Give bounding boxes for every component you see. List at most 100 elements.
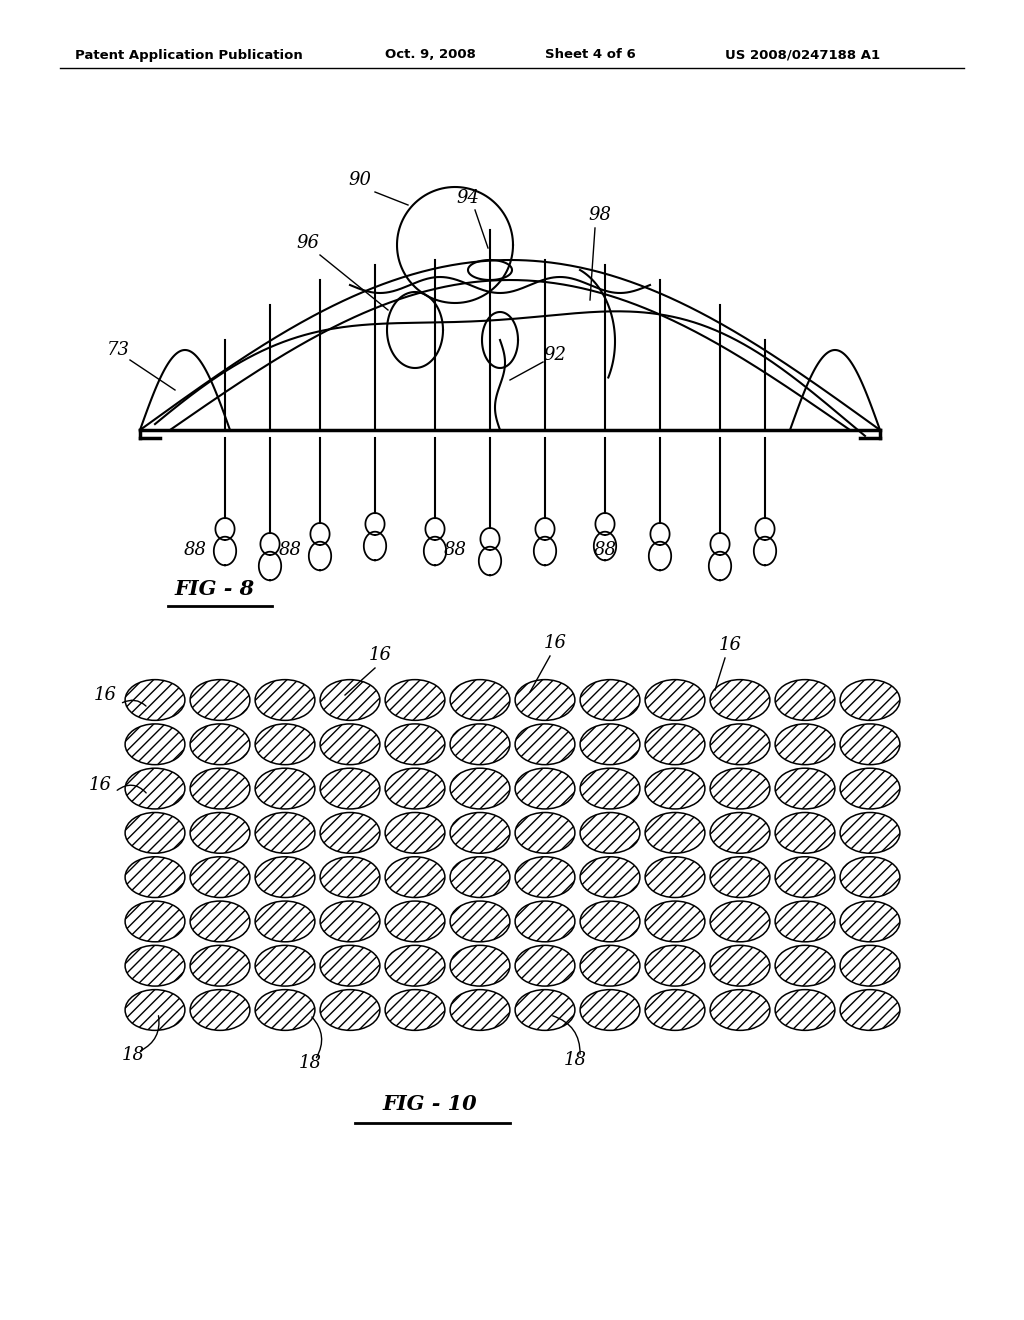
Ellipse shape xyxy=(775,990,835,1031)
Ellipse shape xyxy=(581,945,640,986)
Ellipse shape xyxy=(840,945,900,986)
Text: 18: 18 xyxy=(299,1053,322,1072)
Ellipse shape xyxy=(581,680,640,721)
Ellipse shape xyxy=(190,813,250,853)
Ellipse shape xyxy=(451,990,510,1031)
Ellipse shape xyxy=(710,857,770,898)
Ellipse shape xyxy=(840,680,900,721)
Ellipse shape xyxy=(515,680,574,721)
Text: 88: 88 xyxy=(279,541,301,558)
Ellipse shape xyxy=(321,857,380,898)
Ellipse shape xyxy=(710,813,770,853)
Text: 96: 96 xyxy=(297,234,319,252)
Text: 16: 16 xyxy=(369,645,391,664)
Ellipse shape xyxy=(775,768,835,809)
Ellipse shape xyxy=(255,680,315,721)
Ellipse shape xyxy=(645,723,705,764)
Text: 90: 90 xyxy=(348,172,372,189)
Ellipse shape xyxy=(125,990,185,1031)
Text: Sheet 4 of 6: Sheet 4 of 6 xyxy=(545,49,636,62)
Ellipse shape xyxy=(451,723,510,764)
Ellipse shape xyxy=(645,680,705,721)
Ellipse shape xyxy=(515,723,574,764)
Ellipse shape xyxy=(775,813,835,853)
Text: FIG - 8: FIG - 8 xyxy=(175,579,255,599)
Text: US 2008/0247188 A1: US 2008/0247188 A1 xyxy=(725,49,880,62)
Ellipse shape xyxy=(385,990,444,1031)
Ellipse shape xyxy=(385,857,444,898)
Text: 88: 88 xyxy=(594,541,616,558)
Ellipse shape xyxy=(321,902,380,941)
Ellipse shape xyxy=(451,813,510,853)
Ellipse shape xyxy=(255,813,315,853)
Ellipse shape xyxy=(581,990,640,1031)
Ellipse shape xyxy=(190,723,250,764)
Ellipse shape xyxy=(321,680,380,721)
Ellipse shape xyxy=(710,902,770,941)
Ellipse shape xyxy=(710,680,770,721)
Ellipse shape xyxy=(125,945,185,986)
Ellipse shape xyxy=(385,723,444,764)
Text: FIG - 10: FIG - 10 xyxy=(383,1094,477,1114)
Ellipse shape xyxy=(515,857,574,898)
Ellipse shape xyxy=(710,945,770,986)
Ellipse shape xyxy=(775,857,835,898)
Ellipse shape xyxy=(645,768,705,809)
Ellipse shape xyxy=(190,945,250,986)
Ellipse shape xyxy=(321,990,380,1031)
Ellipse shape xyxy=(645,902,705,941)
Ellipse shape xyxy=(385,813,444,853)
Ellipse shape xyxy=(190,680,250,721)
Ellipse shape xyxy=(255,945,315,986)
Ellipse shape xyxy=(255,768,315,809)
Ellipse shape xyxy=(255,723,315,764)
Ellipse shape xyxy=(515,813,574,853)
Ellipse shape xyxy=(775,680,835,721)
Ellipse shape xyxy=(840,902,900,941)
Ellipse shape xyxy=(840,990,900,1031)
Text: 16: 16 xyxy=(544,634,566,652)
Ellipse shape xyxy=(125,813,185,853)
Ellipse shape xyxy=(840,857,900,898)
Ellipse shape xyxy=(451,857,510,898)
Text: 98: 98 xyxy=(589,206,611,224)
Ellipse shape xyxy=(515,768,574,809)
Ellipse shape xyxy=(581,768,640,809)
Text: Patent Application Publication: Patent Application Publication xyxy=(75,49,303,62)
Ellipse shape xyxy=(840,723,900,764)
Ellipse shape xyxy=(840,768,900,809)
Text: 88: 88 xyxy=(443,541,467,558)
Ellipse shape xyxy=(385,902,444,941)
Ellipse shape xyxy=(645,813,705,853)
Ellipse shape xyxy=(190,902,250,941)
Ellipse shape xyxy=(515,945,574,986)
Ellipse shape xyxy=(125,857,185,898)
Text: 94: 94 xyxy=(457,189,479,207)
Text: 18: 18 xyxy=(563,1051,587,1069)
Ellipse shape xyxy=(710,723,770,764)
Ellipse shape xyxy=(710,768,770,809)
Ellipse shape xyxy=(255,902,315,941)
Ellipse shape xyxy=(321,723,380,764)
Ellipse shape xyxy=(645,857,705,898)
Ellipse shape xyxy=(190,768,250,809)
Ellipse shape xyxy=(515,902,574,941)
Ellipse shape xyxy=(645,945,705,986)
Ellipse shape xyxy=(190,857,250,898)
Text: 73: 73 xyxy=(106,341,129,359)
Ellipse shape xyxy=(451,680,510,721)
Ellipse shape xyxy=(321,768,380,809)
Ellipse shape xyxy=(451,945,510,986)
Ellipse shape xyxy=(125,680,185,721)
Ellipse shape xyxy=(255,990,315,1031)
Ellipse shape xyxy=(125,723,185,764)
Text: 16: 16 xyxy=(88,776,112,795)
Text: 18: 18 xyxy=(122,1045,144,1064)
Text: 16: 16 xyxy=(93,686,117,704)
Ellipse shape xyxy=(840,813,900,853)
Ellipse shape xyxy=(775,902,835,941)
Text: Oct. 9, 2008: Oct. 9, 2008 xyxy=(385,49,476,62)
Ellipse shape xyxy=(385,768,444,809)
Ellipse shape xyxy=(190,990,250,1031)
Ellipse shape xyxy=(125,768,185,809)
